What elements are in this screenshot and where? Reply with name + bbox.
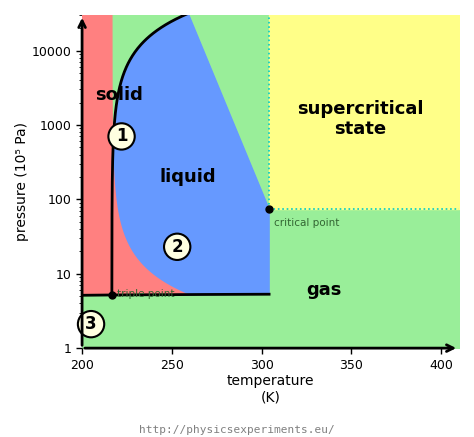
Polygon shape <box>82 14 188 295</box>
Text: 3: 3 <box>85 315 97 333</box>
Text: supercritical
state: supercritical state <box>297 100 424 139</box>
Text: solid: solid <box>95 86 143 104</box>
Text: liquid: liquid <box>159 168 216 186</box>
Polygon shape <box>112 14 269 295</box>
Text: triple point: triple point <box>117 288 175 298</box>
Text: critical point: critical point <box>274 218 340 228</box>
Text: gas: gas <box>306 281 342 299</box>
Text: 1: 1 <box>116 128 128 146</box>
Text: 2: 2 <box>172 238 183 256</box>
Y-axis label: pressure (10⁵ Pa): pressure (10⁵ Pa) <box>15 122 29 241</box>
X-axis label: temperature
(K): temperature (K) <box>227 375 314 405</box>
Text: http://physicsexperiments.eu/: http://physicsexperiments.eu/ <box>139 425 335 435</box>
